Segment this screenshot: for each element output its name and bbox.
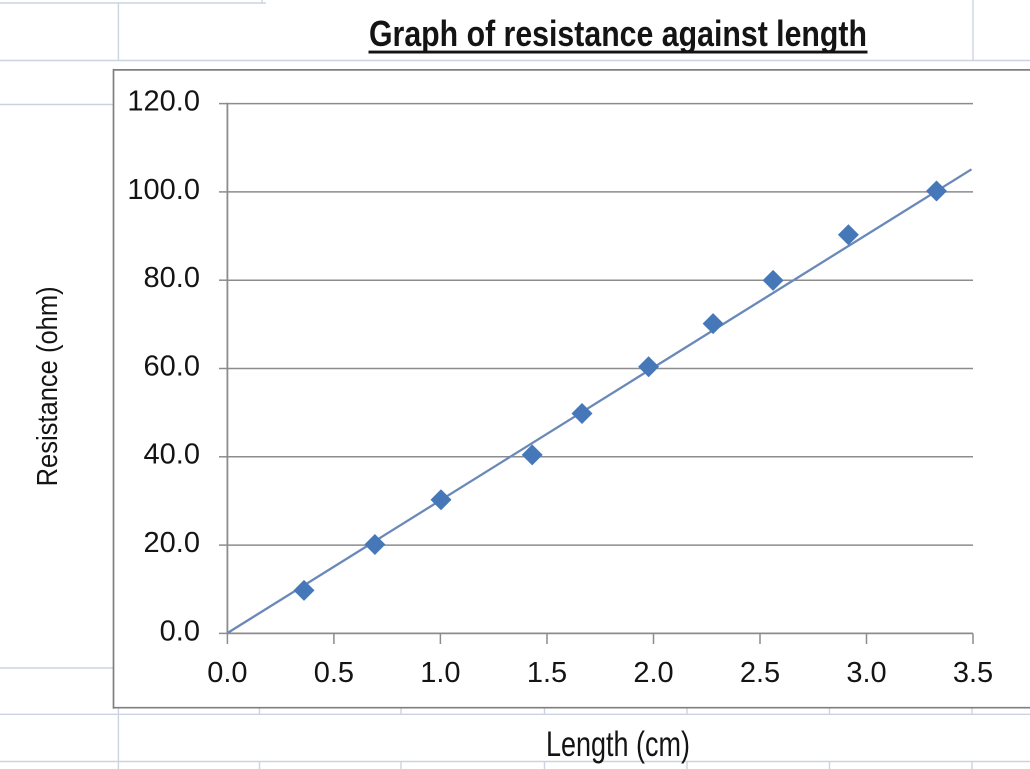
svg-text:Length (cm): Length (cm) [546,725,690,764]
svg-text:0.0: 0.0 [160,615,200,647]
svg-text:3.0: 3.0 [846,657,886,689]
svg-text:120.0: 120.0 [127,86,200,118]
svg-text:2.5: 2.5 [740,657,780,689]
svg-text:60.0: 60.0 [144,350,200,382]
svg-text:0.0: 0.0 [207,657,247,689]
svg-text:Resistance (ohm): Resistance (ohm) [32,286,64,486]
svg-text:80.0: 80.0 [144,262,200,294]
svg-text:40.0: 40.0 [144,439,200,471]
svg-text:3.5: 3.5 [953,657,993,689]
svg-text:20.0: 20.0 [144,527,200,559]
svg-text:1.5: 1.5 [527,657,567,689]
svg-text:2.0: 2.0 [633,657,673,689]
svg-text:1.0: 1.0 [420,657,460,689]
svg-text:Graph of resistance against le: Graph of resistance against length [369,13,867,54]
svg-text:0.5: 0.5 [314,657,354,689]
svg-text:100.0: 100.0 [127,174,200,206]
